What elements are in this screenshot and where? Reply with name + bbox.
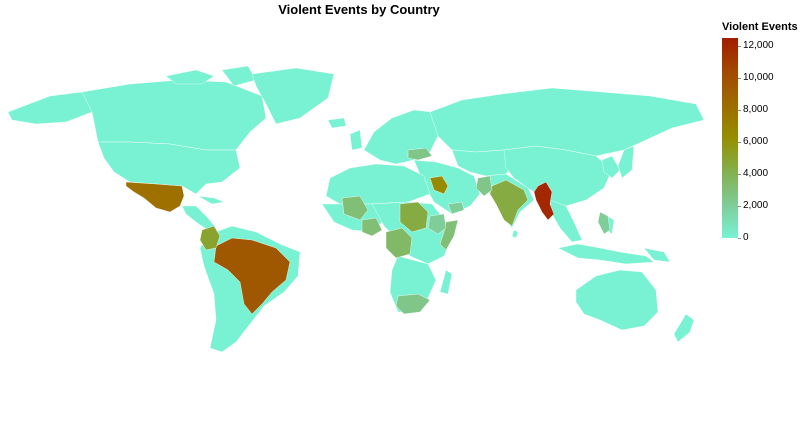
region-caribbean [197,195,225,205]
region-sri-lanka [511,229,519,239]
legend-tick-label: 12,000 [743,40,774,51]
legend-tick [738,174,741,175]
region-ukraine [407,147,433,161]
color-legend: Violent Events 12,000 10,000 8,000 6,000 4,0… [722,21,804,251]
region-brazil [213,237,291,315]
region-south-africa [395,293,431,315]
region-madagascar [439,269,453,295]
legend-tick [738,238,741,239]
region-central-america [181,205,217,231]
legend-tick [738,142,741,143]
region-indonesia [557,243,655,265]
region-korea-japan [601,145,635,179]
region-colombia [199,225,221,251]
region-north-africa [325,163,431,205]
legend-tick [738,46,741,47]
region-nigeria [361,217,383,237]
region-somalia [439,219,459,251]
chart-title: Violent Events by Country [278,2,440,17]
region-ethiopia [427,213,447,235]
region-southeast-asia [549,199,583,243]
region-usa [97,141,241,195]
region-india [489,179,529,227]
region-china [503,145,613,207]
region-greenland [251,67,335,125]
legend-tick-label: 10,000 [743,72,774,83]
region-philippines [597,211,611,235]
legend-tick [738,206,741,207]
legend-tick [738,78,741,79]
region-sudan [399,201,429,233]
region-png [643,247,671,263]
region-iraq [429,175,449,195]
legend-tick-label: 8,000 [743,104,769,115]
legend-gradient-bar [722,38,738,238]
region-myanmar [533,181,555,221]
region-dr-congo [385,227,413,259]
region-mexico [125,181,185,213]
region-canada [81,79,267,151]
region-new-zealand [673,313,695,343]
region-uk [349,129,363,151]
legend-tick-label: 4,000 [743,168,769,179]
legend-tick-label: 2,000 [743,200,769,211]
region-mali [341,195,369,221]
region-iceland [327,117,347,129]
region-pakistan [475,175,493,197]
legend-title: Violent Events [722,21,798,33]
legend-tick-label: 0 [743,232,749,243]
region-australia [575,269,659,331]
region-russia [429,87,705,157]
region-yemen [447,201,465,215]
world-map [7,65,705,353]
legend-tick [738,110,741,111]
legend-tick-label: 6,000 [743,136,769,147]
base-land [7,65,705,353]
